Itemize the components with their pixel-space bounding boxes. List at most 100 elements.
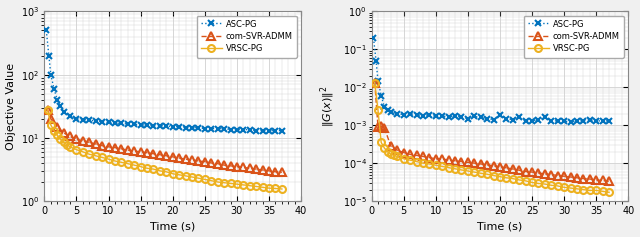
VRSC-PG [541, 183, 548, 186]
ASC-PG [99, 120, 106, 123]
X-axis label: Time (s): Time (s) [150, 221, 195, 232]
ASC-PG [214, 127, 221, 130]
ASC-PG [470, 115, 478, 118]
com-SVR-ADMM [566, 176, 574, 178]
ASC-PG [124, 123, 132, 126]
com-SVR-ADMM [60, 131, 67, 134]
com-SVR-ADMM [233, 165, 241, 168]
ASC-PG [541, 116, 548, 119]
VRSC-PG [105, 158, 113, 161]
com-SVR-ADMM [445, 159, 452, 162]
com-SVR-ADMM [464, 161, 472, 164]
Line: com-SVR-ADMM: com-SVR-ADMM [44, 105, 286, 177]
com-SVR-ADMM [586, 178, 594, 180]
ASC-PG [105, 121, 113, 124]
ASC-PG [515, 116, 523, 119]
com-SVR-ADMM [118, 147, 125, 150]
ASC-PG [370, 36, 378, 39]
com-SVR-ADMM [265, 169, 273, 172]
VRSC-PG [137, 165, 145, 168]
VRSC-PG [490, 174, 497, 177]
VRSC-PG [496, 175, 504, 178]
VRSC-PG [573, 187, 581, 190]
VRSC-PG [464, 169, 472, 172]
com-SVR-ADMM [111, 146, 119, 149]
com-SVR-ADMM [47, 117, 54, 120]
ASC-PG [374, 79, 382, 82]
ASC-PG [169, 125, 177, 128]
VRSC-PG [371, 82, 379, 84]
VRSC-PG [99, 156, 106, 159]
ASC-PG [378, 94, 385, 97]
VRSC-PG [220, 181, 228, 184]
com-SVR-ADMM [381, 127, 388, 129]
VRSC-PG [278, 187, 285, 190]
ASC-PG [406, 112, 414, 115]
VRSC-PG [131, 164, 138, 167]
ASC-PG [143, 123, 151, 126]
com-SVR-ADMM [432, 157, 440, 160]
com-SVR-ADMM [522, 170, 529, 173]
ASC-PG [445, 116, 452, 119]
ASC-PG [50, 87, 58, 90]
X-axis label: Time (s): Time (s) [477, 221, 523, 232]
com-SVR-ADMM [426, 156, 433, 159]
VRSC-PG [528, 181, 536, 184]
com-SVR-ADMM [502, 166, 510, 169]
VRSC-PG [406, 159, 414, 162]
com-SVR-ADMM [188, 158, 196, 161]
Line: com-SVR-ADMM: com-SVR-ADMM [371, 79, 613, 186]
ASC-PG [438, 114, 446, 117]
com-SVR-ADMM [92, 142, 100, 145]
com-SVR-ADMM [593, 178, 600, 181]
ASC-PG [271, 129, 279, 132]
Y-axis label: Objective Value: Objective Value [6, 63, 15, 150]
ASC-PG [66, 115, 74, 118]
ASC-PG [547, 119, 555, 122]
com-SVR-ADMM [271, 170, 279, 173]
com-SVR-ADMM [156, 153, 164, 156]
VRSC-PG [72, 148, 80, 151]
ASC-PG [92, 119, 100, 122]
com-SVR-ADMM [515, 169, 523, 172]
com-SVR-ADMM [528, 171, 536, 173]
com-SVR-ADMM [66, 135, 74, 138]
ASC-PG [188, 126, 196, 129]
com-SVR-ADMM [105, 146, 113, 148]
com-SVR-ADMM [143, 151, 151, 154]
VRSC-PG [169, 172, 177, 175]
ASC-PG [605, 119, 613, 122]
VRSC-PG [477, 172, 484, 175]
ASC-PG [53, 98, 61, 101]
VRSC-PG [92, 154, 100, 157]
com-SVR-ADMM [496, 165, 504, 168]
ASC-PG [79, 118, 87, 121]
com-SVR-ADMM [490, 164, 497, 167]
com-SVR-ADMM [182, 158, 189, 161]
com-SVR-ADMM [541, 173, 548, 175]
Legend: ASC-PG, com-SVR-ADMM, VRSC-PG: ASC-PG, com-SVR-ADMM, VRSC-PG [196, 16, 297, 58]
VRSC-PG [53, 134, 61, 137]
com-SVR-ADMM [252, 168, 260, 171]
VRSC-PG [599, 190, 607, 193]
Y-axis label: $\|G(x)\|^2$: $\|G(x)\|^2$ [318, 86, 337, 127]
ASC-PG [156, 124, 164, 127]
com-SVR-ADMM [195, 160, 202, 162]
com-SVR-ADMM [169, 155, 177, 158]
com-SVR-ADMM [400, 151, 408, 154]
com-SVR-ADMM [220, 164, 228, 167]
ASC-PG [509, 118, 516, 121]
com-SVR-ADMM [246, 167, 253, 170]
com-SVR-ADMM [99, 144, 106, 147]
com-SVR-ADMM [387, 145, 395, 148]
VRSC-PG [483, 173, 491, 176]
com-SVR-ADMM [79, 139, 87, 142]
ASC-PG [573, 119, 581, 122]
ASC-PG [175, 125, 183, 128]
VRSC-PG [86, 153, 93, 156]
VRSC-PG [374, 109, 382, 112]
VRSC-PG [188, 176, 196, 178]
com-SVR-ADMM [53, 125, 61, 128]
ASC-PG [45, 54, 52, 57]
ASC-PG [580, 119, 588, 122]
